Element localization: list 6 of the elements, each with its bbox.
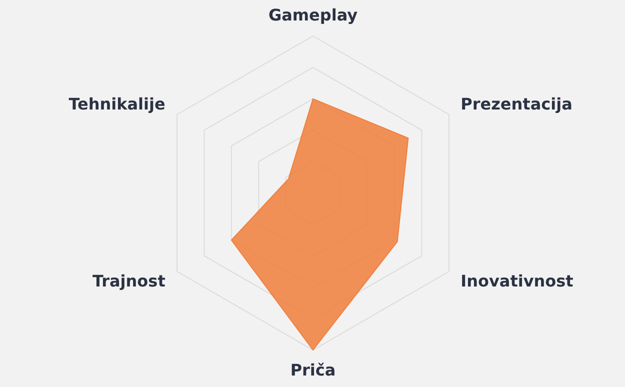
spoke-label: Priča — [290, 360, 336, 380]
spoke-label: Inovativnost — [460, 272, 574, 291]
spoke-label: Gameplay — [268, 6, 358, 25]
spoke-label: Trajnost — [92, 272, 166, 291]
spoke-label: Prezentacija — [460, 94, 572, 114]
spoke-label: Tehnikalije — [68, 94, 166, 114]
